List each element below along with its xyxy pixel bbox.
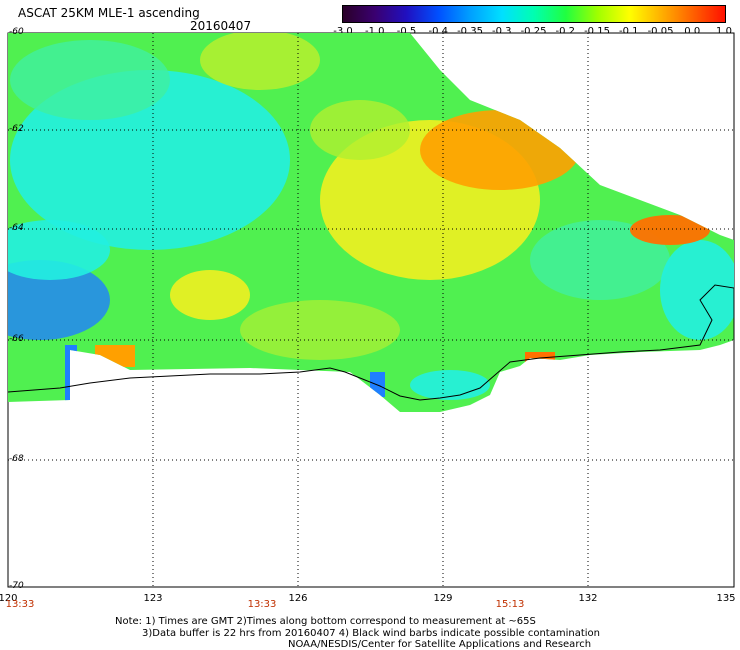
latitude-label: -68 [9,454,24,464]
colorbar-tick-label: -0.05 [647,26,674,37]
latitude-label: -70 [9,581,24,591]
note-line-3: NOAA/NESDIS/Center for Satellite Applica… [288,639,592,650]
coastline [7,284,735,401]
colorbar-tick-label: -0.3 [491,26,512,37]
colorbar-tick-label: -0.15 [584,26,610,37]
field-yellow-south [170,270,250,320]
field-lime-south [240,300,400,360]
field-orange-east [630,215,710,245]
pass-time-label: 13:33 [5,599,35,610]
note-line-2: 3)Data buffer is 22 hrs from 20160407 4)… [142,628,600,639]
colorbar-tick-label: 1.0 [716,26,732,37]
longitude-label: 132 [578,593,598,604]
colorbar-tick-label: -1.0 [364,26,385,37]
product-date: 20160407 [190,19,252,33]
longitude-label: 123 [143,593,163,604]
product-title: ASCAT 25KM MLE-1 ascending [18,6,200,20]
field-cyan-south [410,370,490,400]
colorbar-tick-label: -3.0 [333,26,353,37]
longitude-label: 126 [288,593,308,604]
colorbar-tick-label: -0.2 [555,26,576,37]
pass-time-label: 15:13 [495,599,525,610]
colorbar-tick-label: -0.25 [520,26,547,37]
latitude-label: -62 [9,124,24,134]
colorbar [342,5,726,23]
longitude-label: 135 [716,593,736,604]
latitude-label: -60 [9,27,24,37]
field-teal-east [530,220,670,300]
colorbar-tick-label: -0.1 [618,26,639,37]
colorbar-tick-label: -0.35 [457,26,483,37]
field-blue-west [8,260,110,340]
field-lime-north [200,33,320,90]
colorbar-tick-label: 0.0 [684,26,701,37]
field-cyan-east [660,240,734,340]
pass-time-label: 13:33 [247,599,277,610]
latitude-label: -66 [9,334,24,344]
colorbar-tick-label: -0.5 [396,26,417,37]
longitude-label: 120 [0,593,18,604]
note-line-1: Note: 1) Times are GMT 2)Times along bot… [115,616,536,627]
field-cyan-sw [8,220,110,280]
field-teal-nw [10,40,170,120]
latitude-label: -64 [9,223,24,233]
colorbar-tick-label: -0.4 [428,26,449,37]
longitude-label: 129 [433,593,453,604]
